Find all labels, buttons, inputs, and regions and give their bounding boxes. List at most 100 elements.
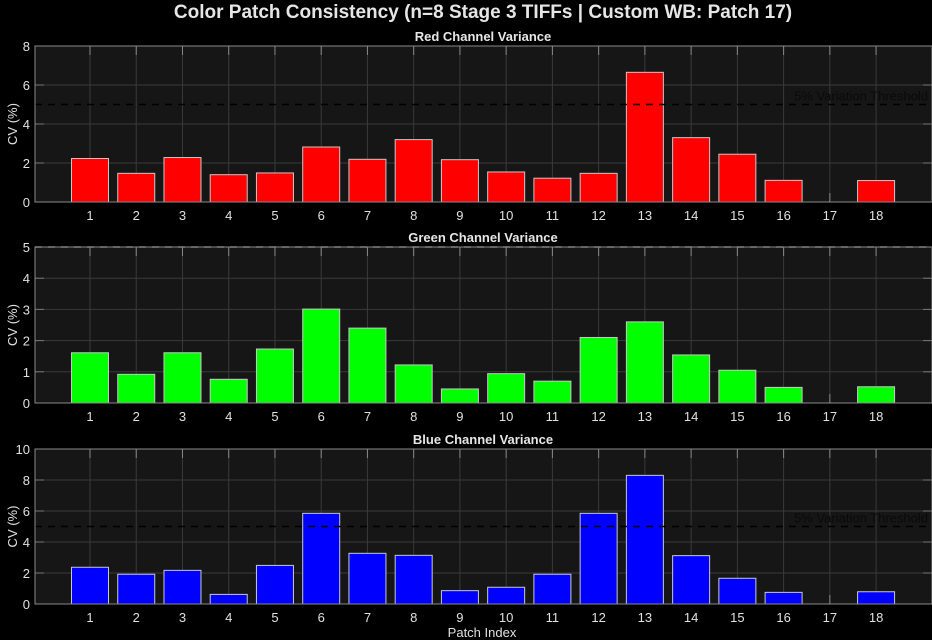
x-tick-label: 12 [591, 208, 605, 223]
y-tick-label: 3 [23, 302, 30, 317]
bar-patch-12 [579, 336, 618, 404]
bar-patch-10 [487, 373, 526, 404]
axes-frame [34, 246, 932, 404]
axes-frame [34, 45, 932, 203]
y-tick-label: 6 [23, 78, 30, 93]
bar-patch-1 [71, 352, 109, 404]
x-tick-label: 2 [133, 208, 140, 223]
bar-patch-4 [209, 378, 248, 404]
bar-patch-13 [625, 474, 664, 605]
y-axis-label: CV (%) [5, 304, 20, 346]
y-tick-label: 4 [23, 535, 30, 550]
y-tick-label: 0 [23, 597, 30, 612]
threshold-label: 5% Variation Threshold [794, 511, 928, 526]
x-tick-label: 16 [776, 409, 790, 424]
bar-patch-3 [163, 569, 202, 605]
bar-patch-13 [625, 71, 664, 203]
bar-patch-11 [533, 177, 572, 203]
bar-patch-12 [579, 512, 618, 605]
y-tick-label: 4 [23, 117, 30, 132]
x-tick-label: 10 [499, 208, 513, 223]
bar-patch-16 [764, 591, 803, 605]
x-tick-label: 8 [410, 409, 417, 424]
bar-patch-8 [394, 139, 433, 203]
bar-patch-14 [672, 137, 711, 203]
y-tick-label: 10 [16, 442, 30, 457]
bar-patch-2 [117, 172, 156, 203]
bar-patch-8 [394, 364, 433, 404]
x-tick-label: 6 [318, 208, 325, 223]
x-tick-label: 6 [318, 610, 325, 625]
x-tick-label: 16 [776, 610, 790, 625]
bar-patch-18 [857, 180, 896, 203]
bar-patch-10 [487, 171, 526, 203]
bar-patch-5 [255, 564, 294, 605]
bar-patch-14 [672, 354, 711, 404]
bar-patch-8 [394, 554, 433, 605]
x-tick-label: 9 [456, 610, 463, 625]
x-tick-label: 3 [179, 208, 186, 223]
bar-patch-14 [672, 555, 711, 605]
x-tick-label: 4 [225, 409, 232, 424]
x-tick-label: 13 [638, 610, 652, 625]
x-tick-label: 3 [179, 409, 186, 424]
bar-patch-9 [440, 590, 479, 605]
x-tick-label: 11 [546, 208, 560, 223]
subplot-title: Blue Channel Variance [413, 432, 553, 447]
bar-patch-15 [718, 153, 757, 203]
y-axis-label: CV (%) [5, 103, 20, 145]
y-tick-label: 2 [23, 156, 30, 171]
y-tick-label: 5 [23, 240, 30, 255]
x-tick-label: 9 [456, 208, 463, 223]
subplot-title: Red Channel Variance [415, 29, 552, 44]
y-tick-label: 8 [23, 39, 30, 54]
x-tick-label: 12 [591, 409, 605, 424]
y-tick-label: 2 [23, 334, 30, 349]
x-tick-label: 7 [364, 409, 371, 424]
y-tick-label: 8 [23, 473, 30, 488]
x-tick-label: 7 [364, 610, 371, 625]
x-tick-label: 6 [318, 409, 325, 424]
bar-patch-1 [71, 158, 109, 203]
y-tick-label: 0 [23, 396, 30, 411]
bar-patch-7 [348, 552, 387, 605]
bar-patch-6 [302, 146, 341, 203]
bar-patch-16 [764, 386, 803, 404]
y-tick-label: 1 [23, 365, 30, 380]
x-tick-label: 13 [638, 208, 652, 223]
x-tick-label: 5 [271, 208, 278, 223]
bar-patch-9 [440, 159, 479, 203]
x-tick-label: 4 [225, 208, 232, 223]
x-tick-label: 1 [86, 610, 93, 625]
bar-patch-11 [533, 380, 572, 404]
bar-patch-10 [487, 586, 526, 605]
axes-frame [34, 448, 932, 605]
x-tick-label: 15 [730, 409, 744, 424]
x-tick-label: 7 [364, 208, 371, 223]
bar-patch-12 [579, 172, 618, 203]
bar-patch-3 [163, 352, 202, 404]
x-tick-label: 2 [133, 610, 140, 625]
bar-patch-1 [71, 566, 109, 605]
x-tick-label: 8 [410, 208, 417, 223]
subplot-title: Green Channel Variance [408, 230, 558, 245]
bar-patch-2 [117, 373, 156, 404]
x-tick-label: 17 [823, 208, 837, 223]
bar-patch-13 [625, 321, 664, 404]
bar-patch-6 [302, 512, 341, 605]
x-tick-label: 15 [730, 610, 744, 625]
bar-patch-5 [255, 172, 294, 203]
x-tick-label: 8 [410, 610, 417, 625]
x-tick-label: 3 [179, 610, 186, 625]
bar-patch-5 [255, 348, 294, 404]
x-tick-label: 18 [869, 208, 883, 223]
bar-patch-7 [348, 158, 387, 203]
x-tick-label: 18 [869, 409, 883, 424]
x-tick-label: 11 [546, 409, 560, 424]
bar-patch-11 [533, 573, 572, 605]
bar-patch-18 [857, 591, 896, 605]
bar-patch-18 [857, 386, 896, 404]
